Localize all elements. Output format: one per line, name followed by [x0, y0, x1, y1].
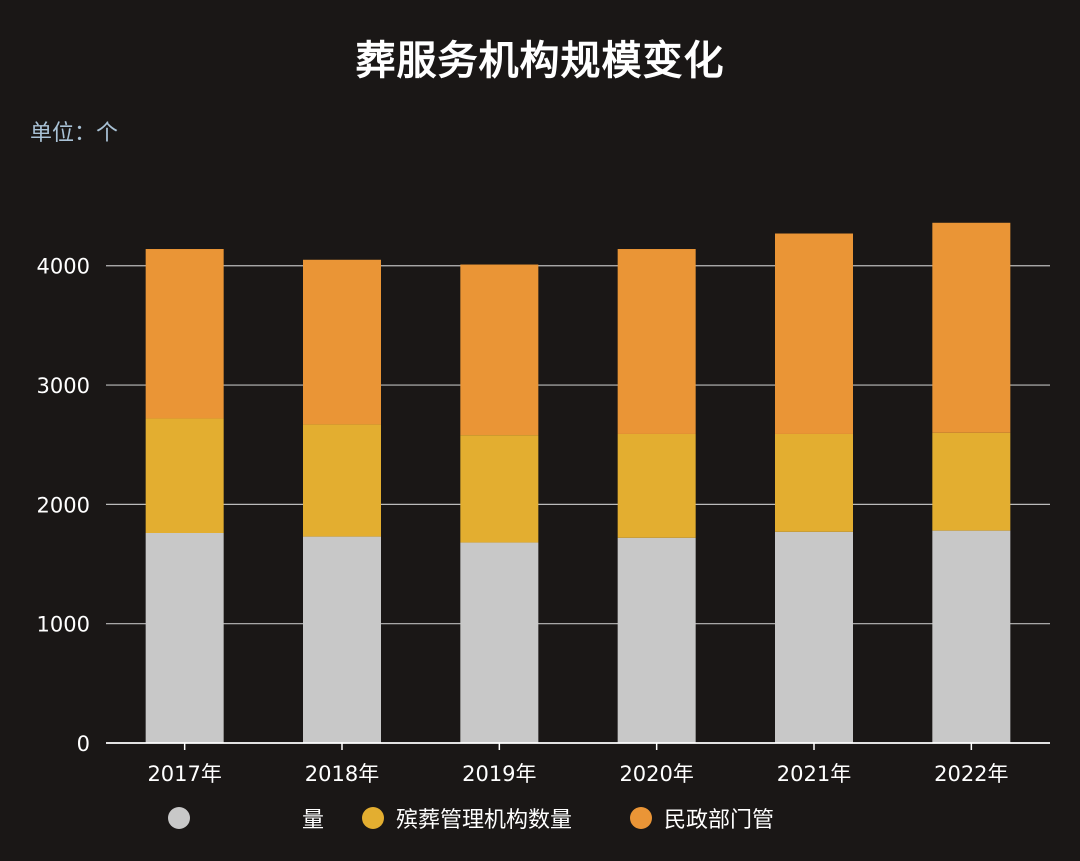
chart-title: 葬服务机构规模变化 [355, 38, 725, 84]
bar-2-5 [775, 433, 853, 532]
legend-label: 殡葬管理机构数量 [396, 808, 573, 833]
bar-3-1 [145, 249, 224, 419]
y-tick-label: 0 [77, 732, 90, 756]
bar-2-4 [617, 433, 696, 538]
stacked-bar-chart: 0 1000 2000 3000 4000 2017年 2018年 2019年 2020年 202… [37, 222, 1050, 786]
x-tick-label: 2022年 [934, 762, 1008, 786]
bar-1-4 [617, 537, 696, 743]
legend: 量 殡葬管理机构数量 民政部门管 [0, 798, 1080, 838]
grid-lines [106, 265, 1050, 625]
axes [106, 742, 1050, 750]
bar-1-2 [303, 536, 381, 743]
legend-swatch [168, 807, 190, 829]
legend-label: 量 [302, 808, 325, 833]
bars [145, 222, 1011, 743]
legend-item-1: 量 [168, 798, 324, 838]
legend-label: 民政部门管 [664, 808, 775, 833]
y-tick-label: 4000 [37, 255, 90, 279]
legend-item-2: 殡葬管理机构数量 [362, 798, 572, 838]
unit-label: 单位：个 [30, 121, 119, 146]
bar-2-6 [932, 432, 1011, 531]
bar-3-3 [460, 264, 539, 436]
y-tick-label: 2000 [37, 493, 90, 517]
bar-1-1 [145, 533, 224, 743]
legend-swatch [630, 807, 652, 829]
bar-1-6 [932, 530, 1011, 743]
legend-swatch [362, 807, 384, 829]
bar-1-3 [460, 542, 539, 743]
x-tick-label: 2019年 [462, 762, 536, 786]
bar-3-4 [617, 249, 696, 434]
y-tick-label: 1000 [37, 613, 90, 637]
x-tick-label: 2020年 [619, 762, 693, 786]
x-tick-label: 2017年 [147, 762, 221, 786]
x-tick-label: 2018年 [305, 762, 379, 786]
y-tick-label: 3000 [37, 374, 90, 398]
x-tick-label: 2021年 [777, 762, 851, 786]
bar-3-6 [932, 222, 1011, 433]
bar-2-3 [460, 435, 539, 543]
bar-3-2 [303, 259, 381, 425]
legend-item-3: 民政部门管 [630, 798, 774, 838]
bar-1-5 [775, 531, 853, 743]
bar-3-5 [775, 233, 853, 434]
bar-2-2 [303, 424, 381, 537]
bar-2-1 [145, 418, 224, 533]
tick-labels: 0 1000 2000 3000 4000 2017年 2018年 2019年 2020年 202… [37, 255, 1009, 786]
